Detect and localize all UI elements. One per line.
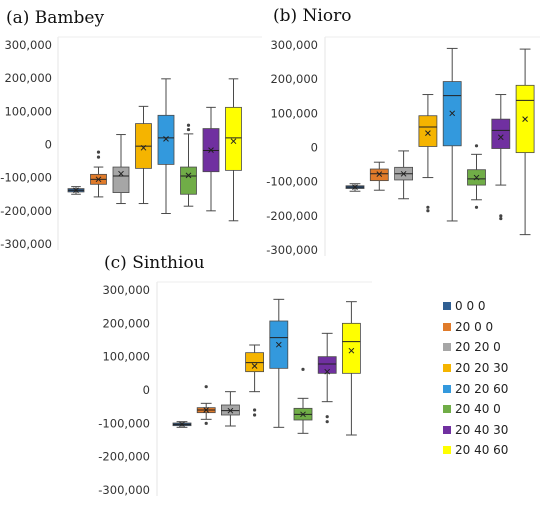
legend-item: 20 40 30: [443, 420, 508, 441]
legend-label: 20 20 60: [455, 381, 509, 396]
outlier-point: [474, 205, 479, 209]
legend-item: 0 0 0: [443, 296, 508, 317]
outlier-point: [325, 420, 329, 424]
legend-swatch: [443, 425, 451, 434]
outlier-point: [253, 408, 257, 412]
outlier-point: [96, 150, 101, 154]
mean-marker: [118, 170, 124, 177]
y-tick-label: -300,000: [98, 483, 150, 497]
mean-marker: [179, 421, 185, 428]
legend-swatch: [443, 384, 451, 393]
mean-marker: [425, 130, 431, 137]
mean-marker: [497, 134, 504, 141]
legend-label: 20 20 0: [455, 340, 501, 355]
legend-label: 20 40 0: [455, 402, 501, 417]
box-20-40-30: [317, 356, 337, 374]
box-20-40-30: [491, 118, 511, 149]
outlier-point: [186, 123, 191, 127]
legend-swatch: [443, 302, 451, 311]
y-tick-label: 0: [311, 141, 318, 155]
mean-marker: [376, 171, 383, 178]
mean-marker: [300, 411, 306, 418]
outlier-point: [96, 155, 101, 159]
y-tick-label: -100,000: [266, 175, 318, 189]
legend-item: 20 40 0: [443, 399, 508, 420]
panel-title-c: (c) Sinthiou: [104, 253, 205, 273]
mean-marker: [352, 184, 358, 190]
outlier-point: [426, 205, 430, 209]
y-tick-label: 100,000: [270, 106, 318, 120]
mean-marker: [163, 136, 169, 142]
legend-item: 20 20 0: [443, 337, 508, 358]
y-tick-label: -100,000: [98, 416, 150, 430]
y-tick-label: -300,000: [0, 237, 52, 251]
outlier-point: [499, 216, 503, 221]
mean-marker: [473, 174, 480, 181]
y-tick-label: 100,000: [102, 350, 150, 364]
legend-label: 20 20 30: [455, 361, 509, 376]
legend-swatch: [443, 405, 451, 414]
outlier-point: [499, 214, 503, 218]
legend-label: 20 0 0: [455, 319, 494, 334]
box-20-20-0: [112, 166, 130, 193]
outlier-point: [253, 413, 257, 417]
mean-marker: [230, 138, 237, 145]
box-20-40-0: [180, 166, 197, 195]
outlier-point: [474, 144, 479, 148]
legend-swatch: [443, 322, 451, 331]
box-20-20-30: [418, 115, 438, 147]
mean-marker: [324, 368, 331, 375]
panel-title-a: (a) Bambey: [6, 8, 105, 28]
legend-swatch: [443, 446, 451, 455]
y-tick-label: 300,000: [102, 283, 150, 297]
y-tick-label: 200,000: [270, 72, 318, 86]
y-tick-label: 200,000: [4, 71, 52, 85]
legend-swatch: [443, 364, 451, 373]
mean-marker: [203, 407, 210, 413]
mean-marker: [251, 363, 258, 369]
legend-item: 20 20 30: [443, 358, 508, 379]
legend-item: 20 20 60: [443, 378, 508, 399]
y-tick-label: 0: [45, 138, 52, 152]
mean-marker: [227, 407, 234, 414]
box-20-20-60: [157, 114, 175, 165]
box-20-40-60: [341, 322, 361, 374]
mean-marker: [185, 172, 192, 179]
outlier-point: [325, 415, 329, 419]
y-tick-label: 0: [143, 383, 150, 397]
outlier-point: [426, 209, 430, 213]
y-tick-label: -300,000: [266, 243, 318, 257]
box-20-40-60: [225, 106, 242, 171]
mean-marker: [400, 170, 407, 177]
mean-marker: [208, 147, 214, 153]
legend-swatch: [443, 343, 451, 352]
mean-marker: [140, 144, 147, 151]
y-tick-label: 300,000: [270, 38, 318, 52]
y-tick-label: -200,000: [0, 204, 52, 218]
legend-label: 20 40 60: [455, 443, 509, 458]
mean-marker: [95, 176, 102, 183]
legend-label: 0 0 0: [455, 299, 486, 314]
y-tick-label: 100,000: [4, 104, 52, 118]
outlier-point: [204, 421, 208, 425]
chart-legend: 0 0 0 20 0 0 20 20 0 20 20 30 20 20 60 20 40 …: [443, 296, 508, 461]
mean-marker: [73, 187, 79, 194]
outlier-point: [186, 127, 191, 132]
legend-item: 20 40 60: [443, 440, 508, 461]
y-tick-label: 300,000: [4, 38, 52, 52]
outlier-point: [301, 367, 305, 371]
y-tick-label: -100,000: [0, 171, 52, 185]
mean-marker: [348, 347, 355, 354]
legend-item: 20 0 0: [443, 317, 508, 338]
outlier-point: [204, 385, 208, 389]
y-tick-label: 200,000: [102, 316, 150, 330]
y-tick-label: -200,000: [98, 450, 150, 464]
mean-marker: [275, 341, 282, 348]
legend-label: 20 40 30: [455, 422, 509, 437]
mean-marker: [449, 110, 456, 117]
y-tick-label: -200,000: [266, 209, 318, 223]
panel-title-b: (b) Nioro: [273, 6, 352, 26]
mean-marker: [522, 116, 528, 122]
